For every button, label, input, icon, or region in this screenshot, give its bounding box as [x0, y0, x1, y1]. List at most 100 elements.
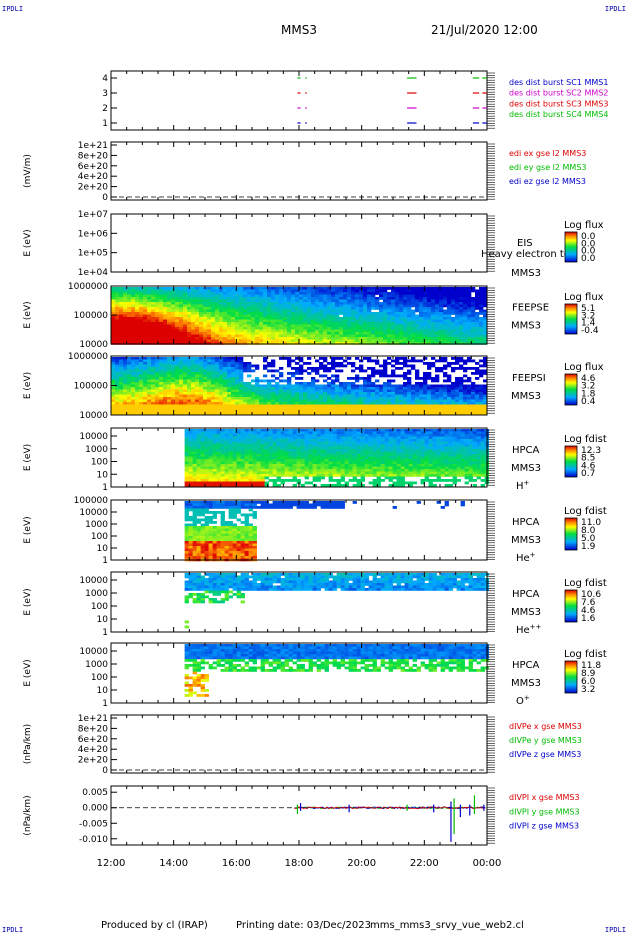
divpi-panel-frame — [110, 785, 495, 846]
time-axis-tick: 22:00 — [410, 858, 439, 869]
hpca-o-panel-ytick: 10000 — [79, 647, 108, 657]
hpca-he-panel-ytick: 10 — [97, 544, 109, 554]
hpca-h-panel-ylabel: E (eV) — [23, 444, 33, 471]
feepsi-panel-ytick: 100000 — [74, 382, 109, 392]
hpca-o-panel-instrument: HPCA — [512, 660, 540, 671]
hpca-h-panel-cbar-tick: 12.3 — [581, 446, 601, 456]
feepse-panel-ylabel: E (eV) — [23, 301, 33, 328]
hpca-hepp-panel-colorbar — [564, 589, 578, 623]
edi-panel-ytick: 8e+20 — [78, 151, 109, 161]
time-axis-tick: 16:00 — [222, 858, 251, 869]
hpca-o-panel-cbar-tick: 11.8 — [581, 661, 601, 671]
burst-panel-frame — [110, 70, 495, 131]
divpe-panel-ytick: 6e+20 — [78, 735, 109, 745]
burst-panel-legend-0: des dist burst SC1 MMS1 — [509, 78, 608, 87]
hpca-he-panel-ytick: 100 — [91, 532, 108, 542]
divpe-panel-legend-0: dIVPe x gse MMS3 — [509, 722, 582, 731]
eis-panel-cbar-title: Log flux — [564, 220, 604, 231]
hpca-h-panel-ytick: 10 — [97, 470, 109, 480]
hpca-hepp-panel-cbar-tick: 4.6 — [581, 606, 596, 616]
hpca-o-panel-ytick: 10 — [97, 686, 109, 696]
feepse-panel-cbar-tick: 1.4 — [581, 319, 596, 329]
hpca-he-panel-ytick: 10000 — [79, 508, 108, 518]
hpca-o-panel-colorbar — [564, 660, 578, 694]
eis-panel-ylabel: E (eV) — [23, 229, 33, 256]
edi-panel-frame — [110, 141, 495, 201]
hpca-he-panel-cbar-tick: 8.0 — [581, 526, 596, 536]
divpe-panel-ytick: 8e+20 — [78, 724, 109, 734]
eis-panel-frame — [110, 213, 495, 273]
feepsi-panel-cbar-tick: 0.4 — [581, 397, 596, 407]
corner-label-bottom-left: IPDLI — [2, 926, 24, 934]
eis-panel-cbar-tick: 0.0 — [581, 247, 596, 257]
feepsi-panel-ytick: 1000000 — [68, 352, 108, 362]
hpca-hepp-panel-instrument-sub: MMS3 — [511, 607, 541, 618]
feepsi-panel-instrument: FEEPSI — [512, 373, 546, 384]
divpe-panel-ytick: 2e+20 — [78, 756, 109, 766]
eis-panel-instrument: EIS — [517, 238, 533, 249]
hpca-he-panel-frame — [110, 499, 495, 561]
footer-produced: Produced by cl (IRAP) — [101, 920, 208, 931]
feepsi-panel-colorbar — [564, 373, 578, 406]
eis-panel-cbar-tick: 0.0 — [581, 254, 596, 264]
hpca-o-panel-instrument-sub: MMS3 — [511, 678, 541, 689]
feepsi-panel-cbar-tick: 3.2 — [581, 382, 595, 392]
datetime-title: 21/Jul/2020 12:00 — [431, 23, 538, 37]
hpca-hepp-panel-cbar-tick: 1.6 — [581, 614, 596, 624]
hpca-o-panel-ytick: 1 — [102, 699, 108, 709]
time-axis-tick: 20:00 — [347, 858, 376, 869]
time-axis-tick: 00:00 — [473, 858, 502, 869]
edi-panel-ytick: 1e+21 — [78, 141, 108, 151]
feepsi-panel-ylabel: E (eV) — [23, 372, 33, 399]
hpca-hepp-panel-ytick: 1000 — [85, 589, 108, 599]
hpca-o-panel-ytick: 1000 — [85, 660, 108, 670]
hpca-h-panel-spectrogram — [184, 429, 489, 487]
eis-panel-colorbar — [564, 231, 578, 263]
hpca-hepp-panel-ytick: 10000 — [79, 576, 108, 586]
eis-panel-cbar-tick: 0.0 — [581, 239, 596, 249]
hpca-o-panel-frame — [110, 642, 495, 704]
feepse-panel-frame — [110, 285, 495, 345]
feepse-panel-ytick: 1000000 — [68, 282, 108, 292]
hpca-h-panel-ytick: 1 — [102, 483, 108, 493]
edi-panel-ytick: 2e+20 — [78, 183, 109, 193]
hpca-h-panel-species: H+ — [516, 479, 530, 492]
hpca-hepp-panel-instrument: HPCA — [512, 589, 540, 600]
divpe-panel-legend-1: dIVPe y gse MMS3 — [509, 736, 582, 745]
spacecraft-title: MMS3 — [281, 23, 317, 37]
footer-script-name: mms_mms3_srvy_vue_web2.cl — [370, 920, 524, 931]
burst-panel-ytick: 1 — [102, 119, 108, 129]
hpca-hepp-panel-cbar-tick: 10.6 — [581, 590, 601, 600]
hpca-he-panel-species-charge: + — [530, 551, 536, 559]
eis-panel-ytick: 1e+06 — [78, 229, 109, 239]
hpca-hepp-panel-ytick: 10 — [97, 615, 109, 625]
eis-panel-instrument-sub: MMS3 — [511, 268, 541, 279]
hpca-h-panel-ytick: 10000 — [79, 432, 108, 442]
hpca-o-panel-species: O+ — [516, 694, 530, 707]
hpca-he-panel-cbar-title: Log fdist — [564, 506, 607, 517]
burst-panel-ytick: 3 — [102, 89, 108, 99]
edi-panel-legend-2: edi ez gse l2 MMS3 — [509, 177, 586, 186]
corner-label-bottom-right: IPDLI — [604, 926, 626, 934]
divpi-panel-ytick: 0.000 — [82, 804, 108, 814]
eis-panel-ytick: 1e+04 — [78, 268, 109, 278]
divpi-panel-ylabel: (nPa/km) — [23, 795, 33, 835]
feepse-panel-colorbar — [564, 303, 578, 335]
hpca-o-panel-species-charge: + — [524, 694, 530, 702]
burst-panel-ytick: 2 — [102, 104, 108, 114]
eis-panel-cbar-tick: 0.0 — [581, 232, 596, 242]
divpi-panel-ytick: -0.010 — [79, 835, 108, 845]
edi-panel-ytick: 4e+20 — [78, 172, 109, 182]
feepse-panel-cbar-tick: -0.4 — [581, 326, 599, 336]
divpe-panel-ytick: 1e+21 — [78, 714, 108, 724]
edi-panel-ylabel: (mV/m) — [23, 154, 33, 188]
feepse-panel-instrument-sub: MMS3 — [511, 320, 541, 331]
hpca-hepp-panel-cbar-title: Log fdist — [564, 578, 607, 589]
footer-printing-date: Printing date: 03/Dec/2023 — [236, 920, 372, 931]
divpi-panel-legend-0: dIVPI x gse MMS3 — [509, 793, 580, 802]
hpca-h-panel-ytick: 100 — [91, 458, 108, 468]
hpca-he-panel-species: He+ — [516, 551, 536, 564]
feepse-panel-ytick: 10000 — [79, 340, 108, 350]
hpca-h-panel-cbar-tick: 4.6 — [581, 461, 596, 471]
